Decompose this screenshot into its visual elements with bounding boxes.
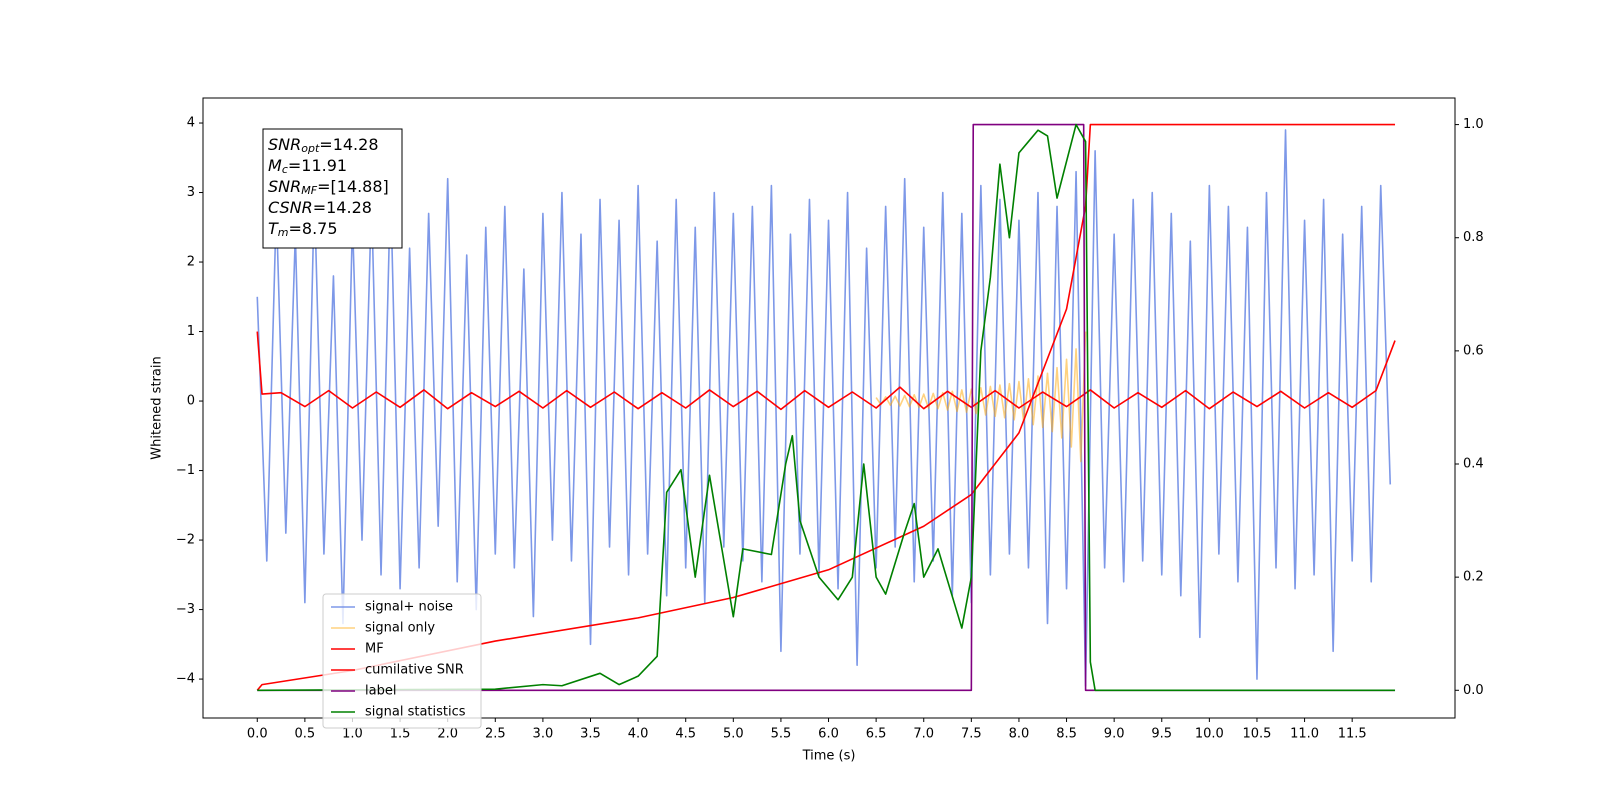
legend-label: signal only xyxy=(365,621,435,636)
annotation-subscript: m xyxy=(278,226,289,239)
legend-label: label xyxy=(365,684,396,699)
annotation-text: =8.75 xyxy=(289,219,338,238)
y2-tick-label: 0.8 xyxy=(1463,230,1484,245)
x-tick-label: 5.5 xyxy=(771,727,792,742)
legend-frame xyxy=(322,593,482,729)
annotation: Tm=8.75 xyxy=(268,219,338,240)
annotation-symbol: T xyxy=(268,219,279,238)
legend-label: signal statistics xyxy=(365,705,466,720)
x-tick-label: 0.0 xyxy=(247,727,268,742)
x-tick-label: 2.5 xyxy=(485,727,506,742)
annotation-subscript: opt xyxy=(301,142,320,155)
x-tick-label: 4.5 xyxy=(675,727,696,742)
x-tick-label: 6.0 xyxy=(818,727,839,742)
y2-tick-label: 0.2 xyxy=(1463,570,1484,585)
x-tick-label: 7.0 xyxy=(913,727,934,742)
annotation: Mc=11.91 xyxy=(268,156,347,177)
x-tick-label: 10.0 xyxy=(1195,727,1224,742)
y-tick-label: 2 xyxy=(187,255,195,270)
x-tick-label: 5.0 xyxy=(723,727,744,742)
y-tick-label: −1 xyxy=(176,463,195,478)
y-tick-label: 0 xyxy=(187,394,195,409)
annotation-subscript: c xyxy=(282,163,288,176)
x-axis-label: Time (s) xyxy=(802,749,856,764)
y2-tick-label: 0.4 xyxy=(1463,457,1484,472)
annotation: SNRMF=[14.88] xyxy=(268,177,389,198)
x-tick-label: 4.0 xyxy=(628,727,649,742)
y-tick-label: 1 xyxy=(187,324,195,339)
x-tick-label: 7.5 xyxy=(961,727,982,742)
annotation-symbol: CSNR xyxy=(268,198,313,217)
series-line xyxy=(257,123,1396,692)
annotation-text: =11.91 xyxy=(288,156,347,175)
x-tick-label: 6.5 xyxy=(866,727,887,742)
x-tick-label: 3.5 xyxy=(580,727,601,742)
y-axis-label: Whitened strain xyxy=(150,356,165,459)
x-tick-label: 1.5 xyxy=(390,727,411,742)
series-line xyxy=(256,331,1396,411)
x-tick-label: 11.5 xyxy=(1338,727,1367,742)
y-tick-label: −2 xyxy=(176,533,195,548)
y-tick-label: 3 xyxy=(187,185,195,200)
annotation-symbol: SNR xyxy=(268,135,301,154)
annotation: CSNR=14.28 xyxy=(268,198,372,217)
annotation: SNRopt=14.28 xyxy=(268,135,379,156)
annotation-text: =14.28 xyxy=(313,198,372,217)
annotation-symbol: SNR xyxy=(268,177,301,196)
series-line xyxy=(875,331,1087,463)
x-tick-label: 9.5 xyxy=(1151,727,1172,742)
x-tick-label: 3.0 xyxy=(533,727,554,742)
annotation-subscript: MF xyxy=(301,184,317,197)
annotation-frame xyxy=(262,128,403,249)
annotation-box: SNRopt=14.28Mc=11.91SNRMF=[14.88]CSNR=14… xyxy=(262,128,403,249)
legend-label: signal+ noise xyxy=(365,600,453,615)
y2-tick-label: 1.0 xyxy=(1463,117,1484,132)
x-tick-label: 8.5 xyxy=(1056,727,1077,742)
y-tick-label: 4 xyxy=(187,116,195,131)
x-tick-label: 2.0 xyxy=(437,727,458,742)
x-tick-label: 1.0 xyxy=(342,727,363,742)
y-tick-label: −3 xyxy=(176,602,195,617)
y-tick-label: −4 xyxy=(176,672,195,687)
x-tick-label: 11.0 xyxy=(1290,727,1319,742)
x-tick-label: 0.5 xyxy=(295,727,316,742)
x-tick-label: 8.0 xyxy=(1009,727,1030,742)
y2-tick-label: 0.6 xyxy=(1463,343,1484,358)
annotation-text: =14.28 xyxy=(319,135,378,154)
legend-label: cumilative SNR xyxy=(365,663,464,678)
x-tick-label: 10.5 xyxy=(1242,727,1271,742)
annotation-symbol: M xyxy=(268,156,282,175)
series-line xyxy=(256,129,1392,687)
annotation-text: =[14.88] xyxy=(317,177,389,196)
x-tick-label: 9.0 xyxy=(1104,727,1125,742)
legend: signal+ noise signal only MF cumilative SNR… xyxy=(322,593,482,729)
legend-label: MF xyxy=(365,642,384,657)
y2-tick-label: 0.0 xyxy=(1463,683,1484,698)
